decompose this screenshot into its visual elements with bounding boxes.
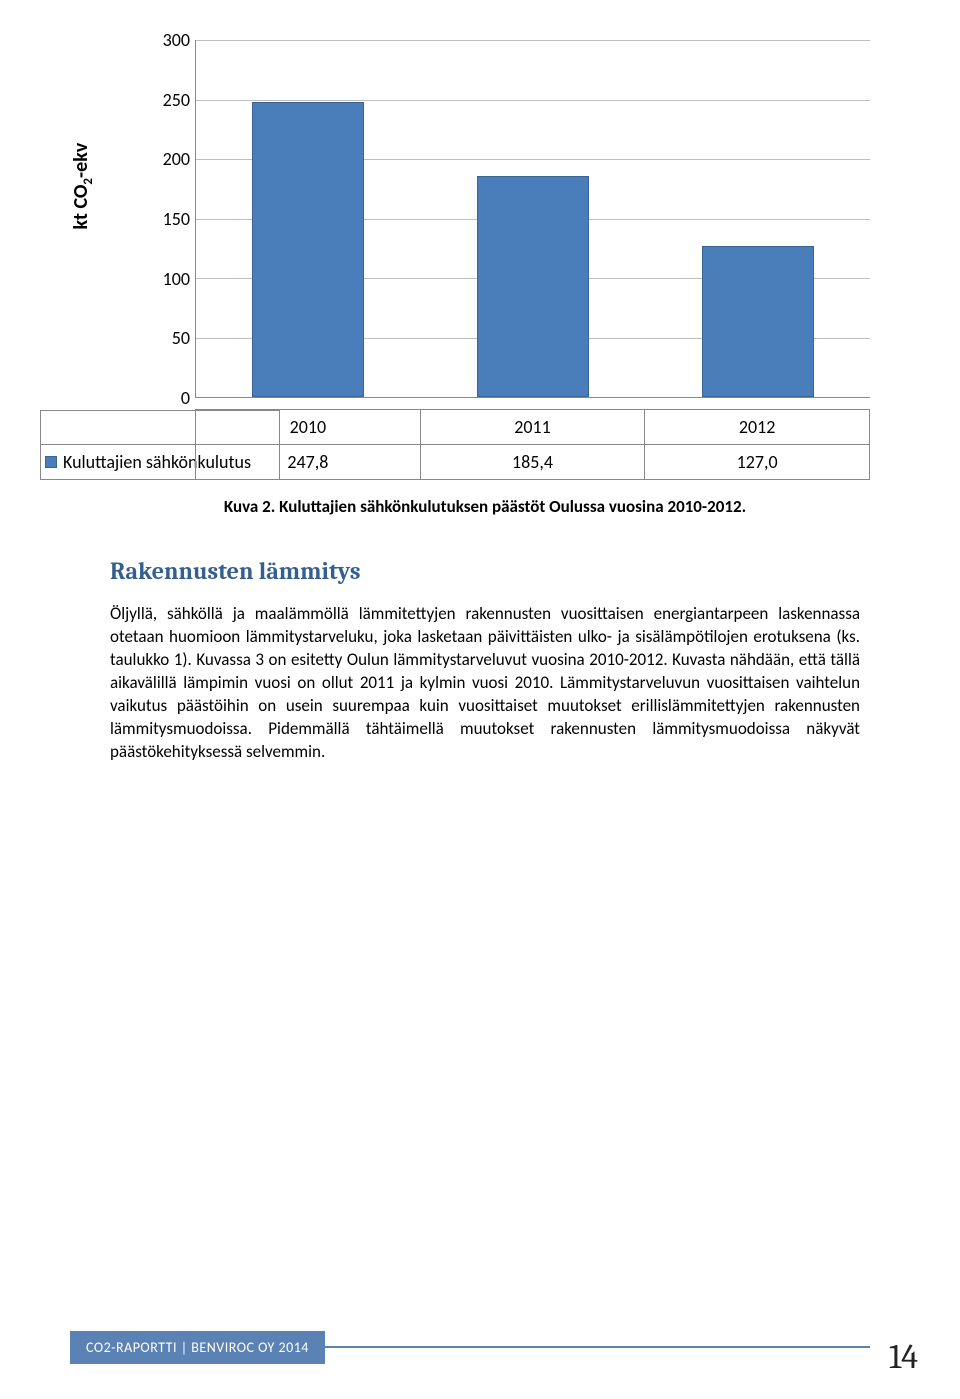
legend-swatch bbox=[45, 456, 57, 468]
footer-rule bbox=[325, 1346, 870, 1348]
ytick-label: 300 bbox=[162, 29, 190, 51]
footer-label: CO2-RAPORTTI | BENVIROC OY 2014 bbox=[70, 1331, 325, 1364]
figure-caption: Kuva 2. Kuluttajien sähkönkulutuksen pää… bbox=[110, 496, 860, 517]
category-header: 2012 bbox=[645, 410, 870, 445]
category-header: 2011 bbox=[420, 410, 645, 445]
category-header: 2010 bbox=[196, 410, 421, 445]
bar-chart: kt CO2-ekv 050100150200250300 Kuluttajie… bbox=[110, 40, 870, 480]
ytick-label: 150 bbox=[162, 208, 190, 230]
data-table: 201020112012 247,8185,4127,0 bbox=[195, 409, 870, 480]
section-heading: Rakennusten lämmitys bbox=[110, 557, 860, 585]
value-cell: 127,0 bbox=[645, 445, 870, 480]
value-cell: 247,8 bbox=[196, 445, 421, 480]
body-paragraph: Öljyllä, sähköllä ja maalämmöllä lämmite… bbox=[110, 603, 860, 764]
y-axis-label: kt CO2-ekv bbox=[69, 143, 96, 230]
ytick-label: 0 bbox=[162, 387, 190, 409]
bar bbox=[477, 176, 589, 397]
bar bbox=[252, 102, 364, 397]
ytick-label: 50 bbox=[162, 327, 190, 349]
ytick-label: 250 bbox=[162, 89, 190, 111]
plot-area bbox=[195, 40, 870, 398]
page-footer: CO2-RAPORTTI | BENVIROC OY 2014 bbox=[0, 1329, 960, 1365]
bar bbox=[702, 246, 814, 397]
page-number: 14 bbox=[889, 1337, 918, 1377]
value-cell: 185,4 bbox=[420, 445, 645, 480]
ytick-label: 100 bbox=[162, 268, 190, 290]
ytick-label: 200 bbox=[162, 148, 190, 170]
